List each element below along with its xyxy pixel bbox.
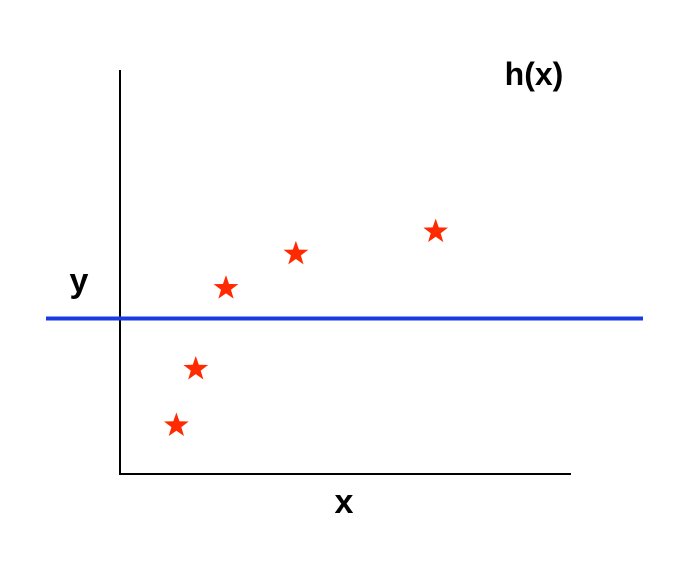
data-point-star-4: [283, 240, 309, 265]
axes: [119, 70, 571, 475]
chart-title: h(x): [505, 56, 564, 92]
data-point-star-1: [164, 412, 189, 437]
y-axis-label: y: [70, 262, 89, 300]
x-axis-label: x: [335, 483, 354, 521]
data-point-star-3: [213, 275, 239, 299]
data-points: [164, 218, 449, 437]
data-point-star-5: [423, 218, 449, 243]
data-point-star-2: [183, 355, 209, 380]
